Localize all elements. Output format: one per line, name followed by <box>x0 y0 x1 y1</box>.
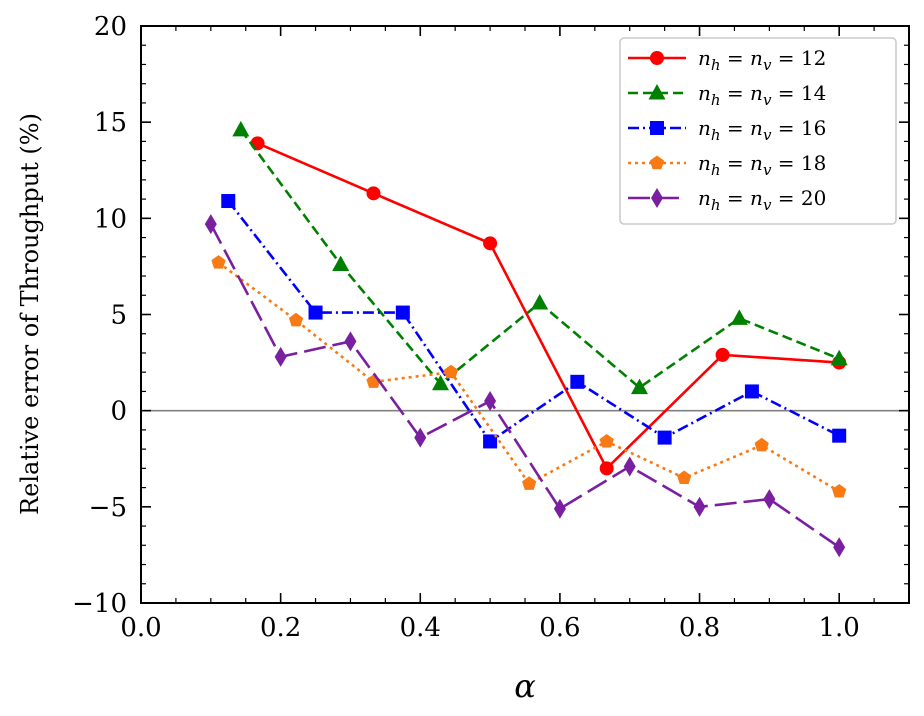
x-tick-label: 1.0 <box>819 613 860 643</box>
series-5-point <box>274 346 287 367</box>
series-4-point <box>677 470 692 485</box>
legend-marker-5 <box>651 188 663 208</box>
axes-layer: 0.0 0.2 0.4 0.6 0.8 1.0 −10 −5 0 5 10 15 20 <box>72 12 910 643</box>
series-5-point <box>623 456 636 477</box>
y-axis-label: Relative error of Throughput (%) <box>16 113 44 515</box>
series-3-point <box>570 374 585 389</box>
series-5-point <box>414 427 427 448</box>
legend-marker-3 <box>650 121 664 135</box>
y-tick-label: 5 <box>110 301 127 331</box>
series-5-point <box>763 489 776 510</box>
series-4-point <box>288 312 304 327</box>
x-tick-label: 0.0 <box>120 613 161 643</box>
series-3-point <box>744 384 759 399</box>
series-5-point <box>204 214 217 235</box>
series-layer <box>204 120 848 558</box>
x-axis-label: α <box>514 667 536 705</box>
series-3-point <box>657 430 672 445</box>
legend-marker-1 <box>650 51 664 65</box>
y-tick-label: 15 <box>94 108 127 138</box>
series-1-point <box>715 347 730 362</box>
series-2-point <box>830 349 848 366</box>
series-1-line <box>257 142 840 470</box>
series-2-point <box>332 255 350 271</box>
series-1-point <box>250 136 265 151</box>
x-tick-label: 0.4 <box>400 613 441 643</box>
series-2-point <box>631 378 649 395</box>
series-3 <box>221 194 847 449</box>
series-5-point <box>344 331 357 352</box>
y-tick-label: −5 <box>89 493 127 523</box>
series-5-point <box>484 391 497 412</box>
series-5-line <box>209 223 840 549</box>
legend-label-3: nh = nv = 16 <box>698 116 826 144</box>
series-1-point <box>483 236 498 251</box>
series-1-point <box>366 186 381 201</box>
y-tick-label: −10 <box>72 589 127 619</box>
series-4-point <box>754 437 769 452</box>
series-4-point <box>522 476 537 490</box>
series-2-point <box>232 120 250 137</box>
y-tick-label: 10 <box>94 204 127 234</box>
series-2-point <box>432 374 450 391</box>
legend-box <box>619 37 897 225</box>
series-3-point <box>483 434 498 449</box>
series-4-point <box>832 483 847 498</box>
series-3-point <box>395 305 410 320</box>
series-4-point <box>211 255 226 269</box>
series-2-point <box>730 309 748 325</box>
x-tick-label: 0.6 <box>539 613 580 643</box>
series-5-point <box>833 537 846 558</box>
series-4-point <box>599 433 614 448</box>
series-2-point <box>531 293 549 310</box>
series-3-point <box>308 305 323 320</box>
series-5-point <box>693 496 706 517</box>
legend: nh = nv = 12 nh = nv = 14 nh = nv = 16 nh =… <box>619 37 897 225</box>
legend-label-1: nh = nv = 12 <box>698 46 826 74</box>
legend-marker-2 <box>648 84 666 100</box>
x-tick-label: 0.8 <box>679 613 720 643</box>
series-3-point <box>221 194 236 209</box>
series-3-line <box>227 200 840 443</box>
series-1-point <box>599 461 614 476</box>
legend-label-5: nh = nv = 20 <box>698 186 826 214</box>
series-2 <box>232 120 848 395</box>
legend-marker-4 <box>649 155 665 170</box>
series-4-point <box>443 364 459 379</box>
x-tick-label: 0.2 <box>260 613 301 643</box>
legend-label-4: nh = nv = 18 <box>698 151 826 179</box>
series-3-point <box>832 428 847 443</box>
series-5 <box>204 214 846 558</box>
legend-label-2: nh = nv = 14 <box>698 81 826 109</box>
y-tick-label: 20 <box>94 12 127 42</box>
series-4-line <box>217 261 840 493</box>
series-5-point <box>553 498 566 519</box>
y-tick-label: 0 <box>110 397 127 427</box>
